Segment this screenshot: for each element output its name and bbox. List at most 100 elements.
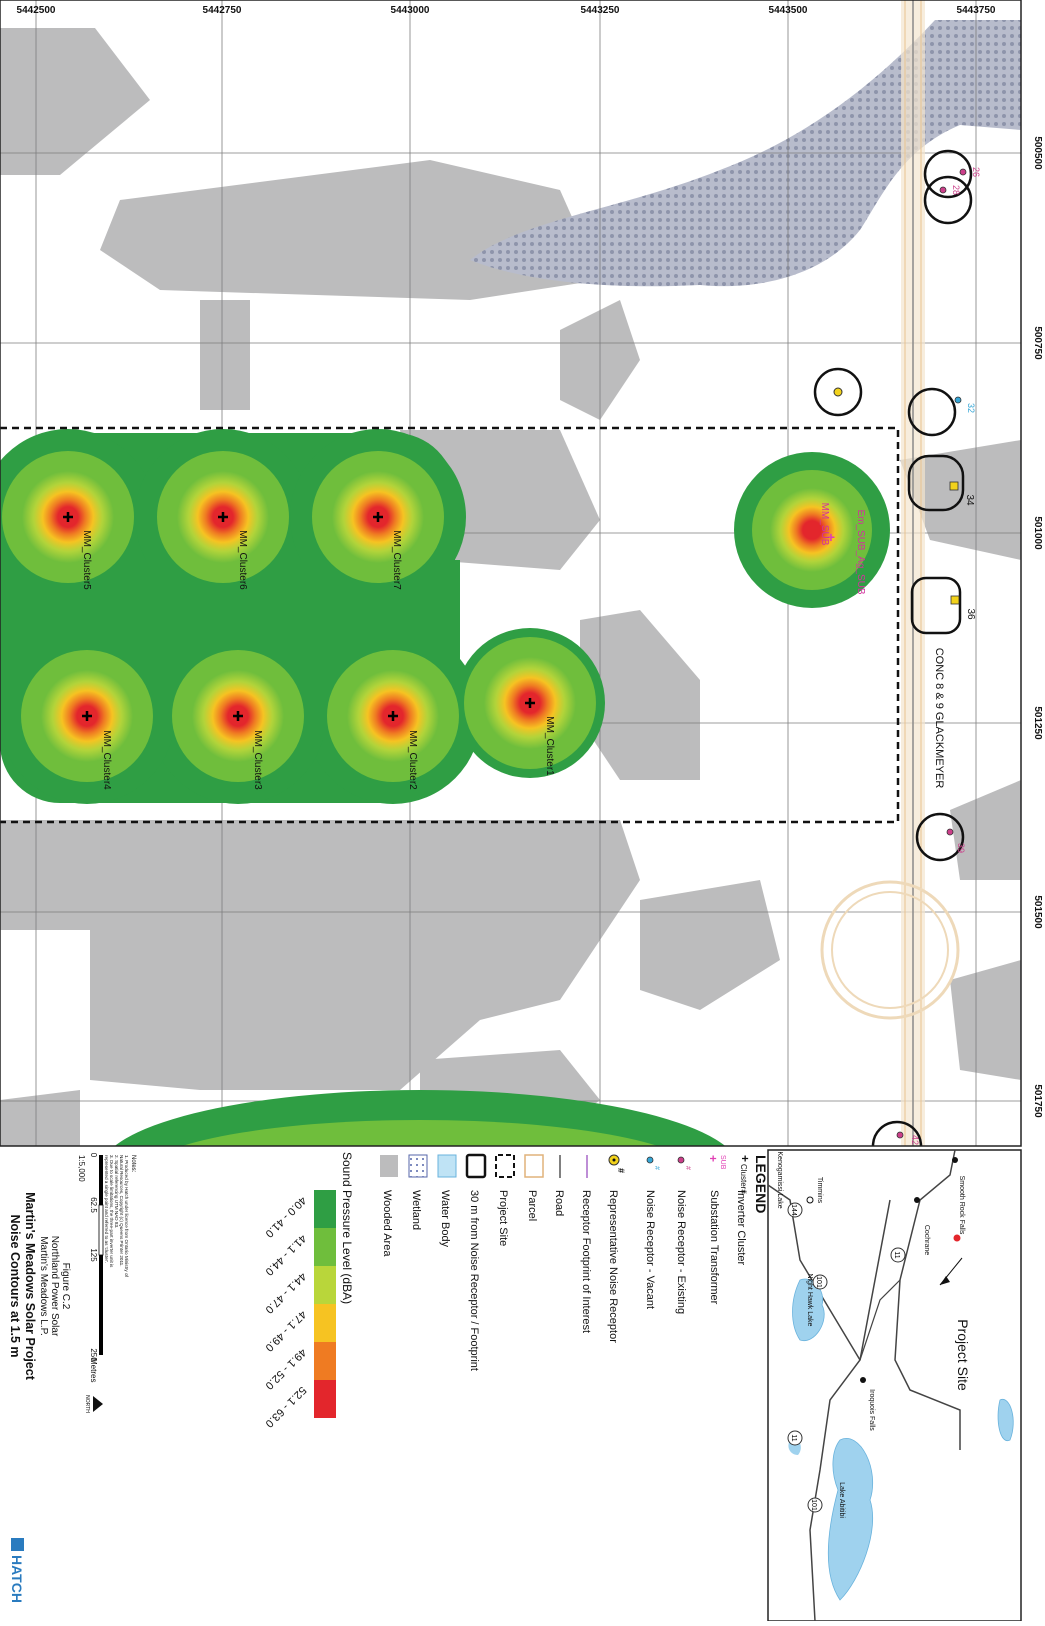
legend-panel: LEGEND +Cluster#Inverter ClusterSUB+Subs… — [8, 1152, 769, 1603]
scale-tick: 62.5 — [89, 1197, 98, 1213]
spl-title: Sound Pressure Level (dBA) — [340, 1152, 354, 1304]
legend-item-label: Noise Receptor - Existing — [675, 1190, 687, 1314]
receptor-layer: 26 28 32 34 36 39 42 — [833, 167, 981, 1145]
inset-arrow-head — [940, 1276, 950, 1285]
inverter-cluster-layer: MM_Cluster1 MM_Cluster2 MM_Cluster3 MM_Clus… — [63, 512, 555, 790]
spl-swatch — [314, 1342, 336, 1380]
receptor-buffer-39 — [915, 812, 965, 862]
inset-project-site — [953, 1234, 961, 1242]
inset-town — [860, 1377, 866, 1383]
wetland-layer — [470, 20, 1021, 287]
wooded-area — [200, 300, 250, 410]
representative-receptor — [949, 481, 959, 491]
wetland-area — [470, 20, 1021, 287]
scale-tick: 250 — [89, 1348, 98, 1362]
northing-tick: 501500 — [1032, 895, 1043, 929]
figure-number: Figure C.2 — [60, 1263, 71, 1310]
legend-item-label: Representative Noise Receptor — [607, 1190, 619, 1343]
receptor-existing-dot — [959, 168, 967, 176]
figure-subtitle: Noise Contours at 1.5 m — [8, 1214, 22, 1357]
inset-lake — [827, 1438, 874, 1601]
parcel-ring — [820, 880, 960, 1020]
legend-item-label: Inverter Cluster — [735, 1190, 747, 1266]
legend-symbol — [437, 1154, 457, 1178]
receptor-buffer-32 — [907, 387, 957, 437]
spl-swatch — [314, 1266, 336, 1304]
inset-frame — [767, 1149, 1022, 1622]
cluster-label: MM_Cluster7 — [391, 530, 402, 590]
scale-bar: 0 62.5 125 250 Metres 1:5,000 NORTH — [77, 1153, 104, 1413]
map-content: + 26 28 32 — [0, 0, 1021, 1146]
legend-item-label: Receptor Footprint of Interest — [580, 1190, 592, 1333]
map-frame: + 26 28 32 — [0, 0, 1043, 1147]
parcel-ring — [831, 891, 949, 1009]
inset-place-label: Cochrane — [923, 1225, 930, 1255]
inset-town — [806, 1196, 814, 1204]
legend-symbol — [524, 1154, 544, 1178]
receptor-buffer-26 — [923, 149, 973, 199]
project-site-boundary — [0, 426, 900, 824]
inset-place-label: Timmins — [816, 1177, 823, 1204]
easting-tick: 5443750 — [957, 5, 996, 16]
legend-item-label: Parcel — [526, 1190, 538, 1221]
notes-lines: 1. Produced by Hatch under licence from … — [104, 1155, 129, 1278]
road-label: CONC 8 & 9 GLACKMEYER — [933, 648, 945, 789]
title-block: Figure C.2 Northland Power Solar Martin'… — [8, 1192, 71, 1603]
receptor-existing-dot — [946, 828, 954, 836]
legend-item-label: Road — [553, 1190, 565, 1216]
receptor-buffer-28 — [923, 175, 973, 225]
cluster-label: MM_Cluster3 — [252, 730, 263, 790]
representative-receptor-dot — [833, 387, 843, 397]
map-border — [0, 0, 1022, 1147]
project-title: Martin's Meadows Solar Project — [23, 1192, 37, 1381]
northing-tick: 501250 — [1032, 706, 1043, 740]
north-label: NORTH — [84, 1395, 90, 1413]
receptor-existing-dot — [939, 186, 947, 194]
spl-range-label: 52.1 - 63.0 — [263, 1384, 309, 1430]
north-arrow-icon — [93, 1396, 103, 1412]
inset-place-label: Kenogamissi Lake — [776, 1151, 783, 1208]
easting-tick-labels: 5442500 5442750 5443000 5443250 5443500 54437… — [17, 5, 996, 16]
contour-band-41-44 — [182, 1120, 658, 1146]
receptor-buffer-34 — [907, 454, 965, 512]
inset-town — [952, 1157, 958, 1163]
legend-symbol — [380, 1155, 398, 1177]
legend-symbol: SUB+ — [706, 1155, 726, 1170]
wooded-area — [950, 780, 1021, 880]
receptor-label: 26 — [971, 167, 981, 177]
highway-shield-label: 144 — [790, 1204, 797, 1216]
contour-hotspot — [770, 488, 854, 572]
inset-town — [914, 1197, 920, 1203]
representative-receptor — [950, 595, 960, 605]
legend-symbol: # — [677, 1156, 691, 1170]
legend-title: LEGEND — [753, 1155, 769, 1213]
easting-tick: 5443000 — [391, 5, 430, 16]
svg-text:SUB: SUB — [719, 1155, 726, 1170]
scale-unit: Metres — [89, 1358, 98, 1382]
legend-symbol — [465, 1153, 487, 1179]
svg-text:#: # — [616, 1168, 626, 1173]
receptor-vacant-dot — [954, 396, 962, 404]
inset-road — [767, 1184, 861, 1361]
cluster-label: MM_Cluster2 — [407, 730, 418, 790]
notes-line: 3. Due to scale limitations, the three-p… — [109, 1155, 114, 1268]
inset-road — [859, 1279, 901, 1361]
legend-symbol: + Cluster# — [738, 1155, 752, 1194]
svg-text:#: # — [653, 1166, 660, 1170]
cluster-label: MM_Cluster5 — [81, 530, 92, 590]
receptor-existing-dot — [896, 1131, 904, 1139]
spl-swatch — [314, 1304, 336, 1342]
northing-tick: 501000 — [1032, 516, 1043, 550]
notes-line: represented a single point and referred … — [104, 1155, 109, 1263]
legend-item-label: Wooded Area — [381, 1190, 393, 1257]
inset-place-label: Lake Abitibi — [838, 1482, 845, 1518]
northing-tick: 500500 — [1032, 136, 1043, 170]
highway-shield-label: 101 — [815, 1276, 822, 1288]
inset-project-site-label: Project Site — [955, 1319, 971, 1391]
inset-place-label: Night Hawk Lake — [806, 1274, 813, 1327]
legend-symbol: # — [646, 1156, 660, 1170]
inset-map: Smooth Rock Falls Cochrane Timmins Kenog… — [767, 1149, 1022, 1622]
inset-road — [894, 1149, 961, 1450]
highway-shield-label: 11 — [893, 1251, 900, 1258]
